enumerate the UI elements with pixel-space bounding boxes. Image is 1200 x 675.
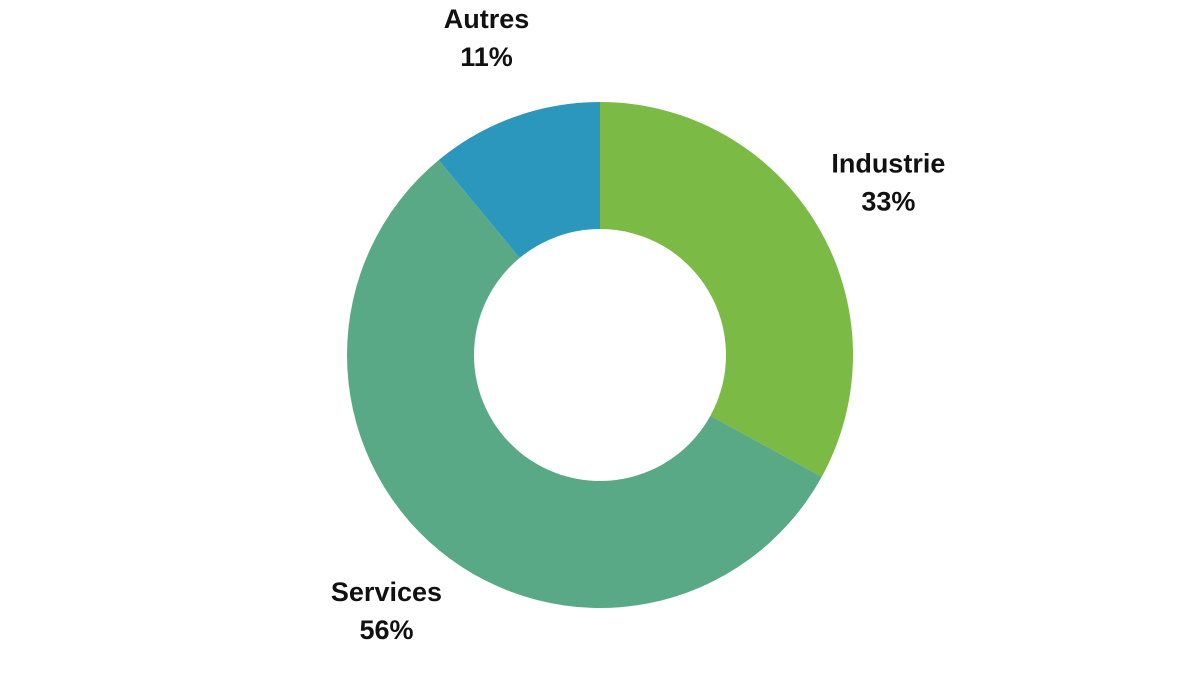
slice-value-label: 33% [861, 187, 915, 217]
slice-label: Services [331, 577, 442, 607]
slice-value-label: 56% [359, 615, 413, 645]
slice-value-label: 11% [460, 42, 513, 72]
slice-label: Industrie [831, 149, 945, 179]
donut-slice [600, 102, 853, 477]
donut-slice [347, 160, 822, 608]
donut-slice [438, 102, 600, 258]
slice-label: Autres [444, 4, 530, 34]
